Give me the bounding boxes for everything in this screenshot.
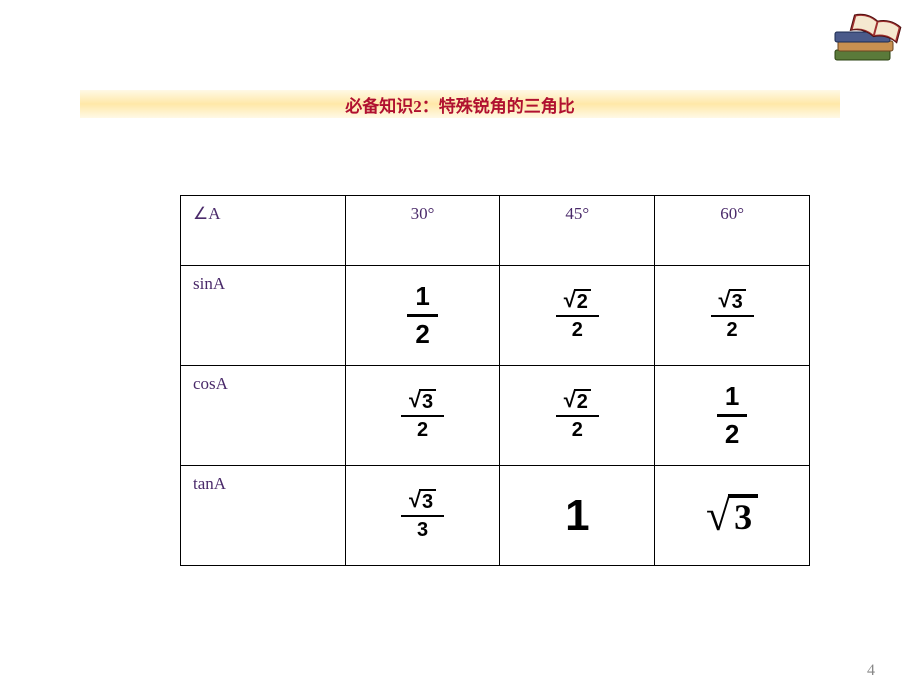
page-title: 必备知识2：特殊锐角的三角比 [345, 92, 575, 117]
books-icon [825, 5, 905, 75]
row-label: cosA [181, 366, 346, 466]
title-bar: 必备知识2：特殊锐角的三角比 [80, 90, 840, 118]
angle-header: 60° [655, 196, 810, 266]
row-label: tanA [181, 466, 346, 566]
page-number: 4 [867, 662, 875, 680]
value-cell: √32 [345, 366, 500, 466]
value-cell: √22 [500, 366, 655, 466]
value-cell: 1 [500, 466, 655, 566]
value-cell: 12 [655, 366, 810, 466]
corner-cell: ∠A [181, 196, 346, 266]
value-cell: √22 [500, 266, 655, 366]
value-cell: 12 [345, 266, 500, 366]
table-header-row: ∠A 30° 45° 60° [181, 196, 810, 266]
trig-ratio-table: ∠A 30° 45° 60° sinA 12 √22 √32 cosA √32 … [180, 195, 810, 566]
value-cell: √32 [655, 266, 810, 366]
table-row: tanA √33 1 √3 [181, 466, 810, 566]
value-cell: √3 [655, 466, 810, 566]
table-row: cosA √32 √22 12 [181, 366, 810, 466]
table-row: sinA 12 √22 √32 [181, 266, 810, 366]
angle-header: 45° [500, 196, 655, 266]
value-cell: √33 [345, 466, 500, 566]
row-label: sinA [181, 266, 346, 366]
angle-header: 30° [345, 196, 500, 266]
